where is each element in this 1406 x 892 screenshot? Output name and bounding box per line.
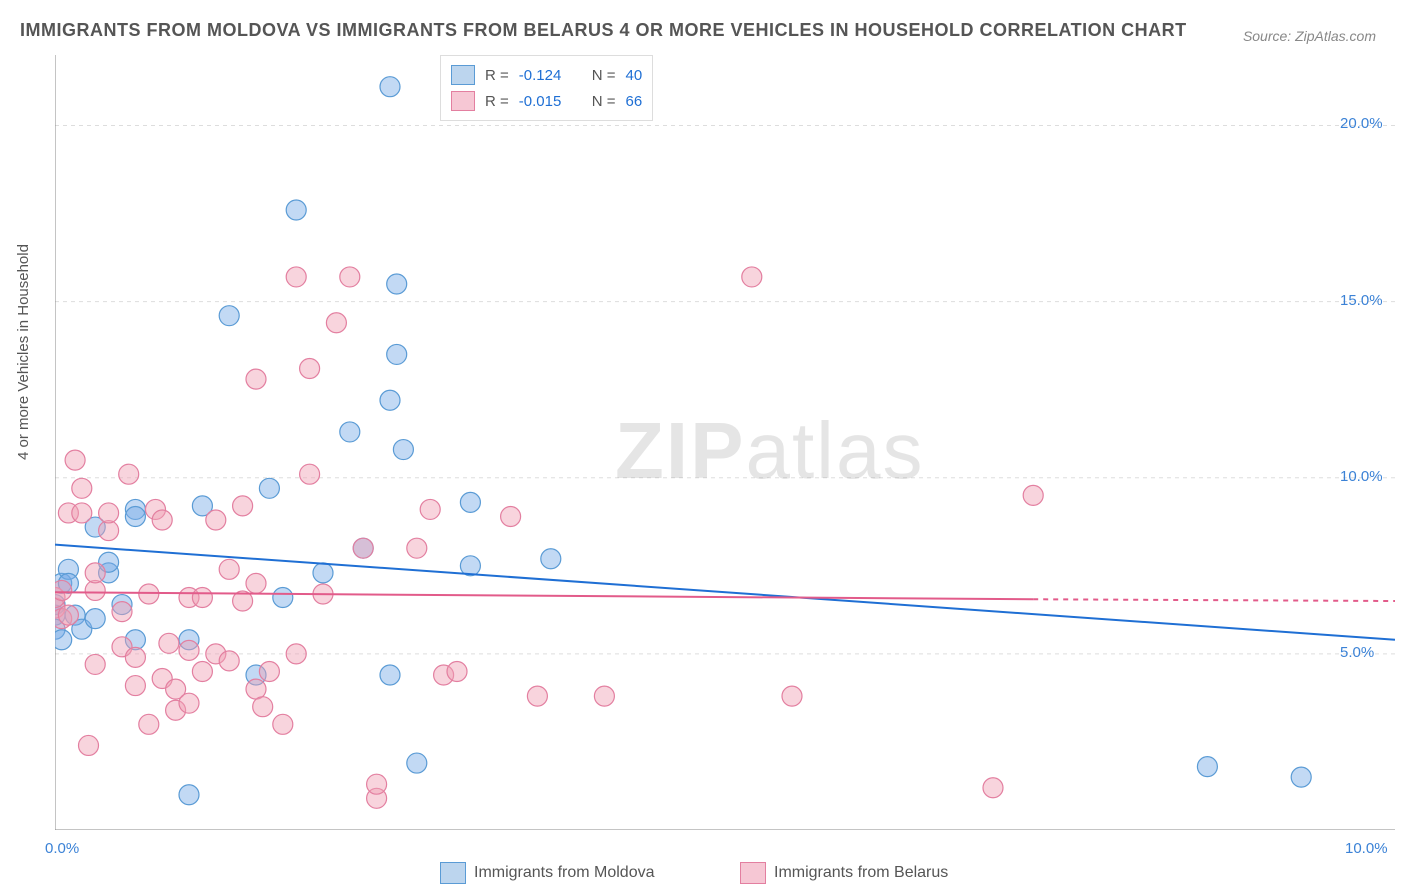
axis-tick-label: 10.0% bbox=[1340, 468, 1383, 485]
legend-label: Immigrants from Belarus bbox=[774, 864, 948, 882]
axis-tick-label: 10.0% bbox=[1345, 840, 1388, 857]
legend-swatch bbox=[440, 862, 466, 884]
series-swatch bbox=[451, 65, 475, 85]
stat-r-label: R = bbox=[485, 93, 509, 110]
axis-tick-label: 15.0% bbox=[1340, 292, 1383, 309]
stat-r-value: -0.015 bbox=[519, 93, 574, 110]
legend-item-moldova: Immigrants from Moldova bbox=[440, 862, 655, 884]
axis-tick-label: 0.0% bbox=[45, 840, 79, 857]
y-axis-label: 4 or more Vehicles in Household bbox=[15, 244, 32, 460]
stats-row: R = -0.015 N = 66 bbox=[451, 88, 642, 114]
stat-r-value: -0.124 bbox=[519, 67, 574, 84]
stat-n-label: N = bbox=[592, 67, 616, 84]
scatter-chart bbox=[55, 55, 1395, 830]
legend-swatch bbox=[740, 862, 766, 884]
legend-label: Immigrants from Moldova bbox=[474, 864, 655, 882]
chart-title: IMMIGRANTS FROM MOLDOVA VS IMMIGRANTS FR… bbox=[20, 20, 1187, 41]
source-label: Source: ZipAtlas.com bbox=[1243, 28, 1376, 44]
chart-area: ZIPatlas bbox=[55, 55, 1395, 830]
stat-r-label: R = bbox=[485, 67, 509, 84]
stats-legend-box: R = -0.124 N = 40 R = -0.015 N = 66 bbox=[440, 55, 653, 121]
stat-n-value: 66 bbox=[626, 93, 643, 110]
stat-n-value: 40 bbox=[626, 67, 643, 84]
stats-row: R = -0.124 N = 40 bbox=[451, 62, 642, 88]
axis-tick-label: 5.0% bbox=[1340, 644, 1374, 661]
series-swatch bbox=[451, 91, 475, 111]
stat-n-label: N = bbox=[592, 93, 616, 110]
axis-tick-label: 20.0% bbox=[1340, 115, 1383, 132]
legend-item-belarus: Immigrants from Belarus bbox=[740, 862, 948, 884]
